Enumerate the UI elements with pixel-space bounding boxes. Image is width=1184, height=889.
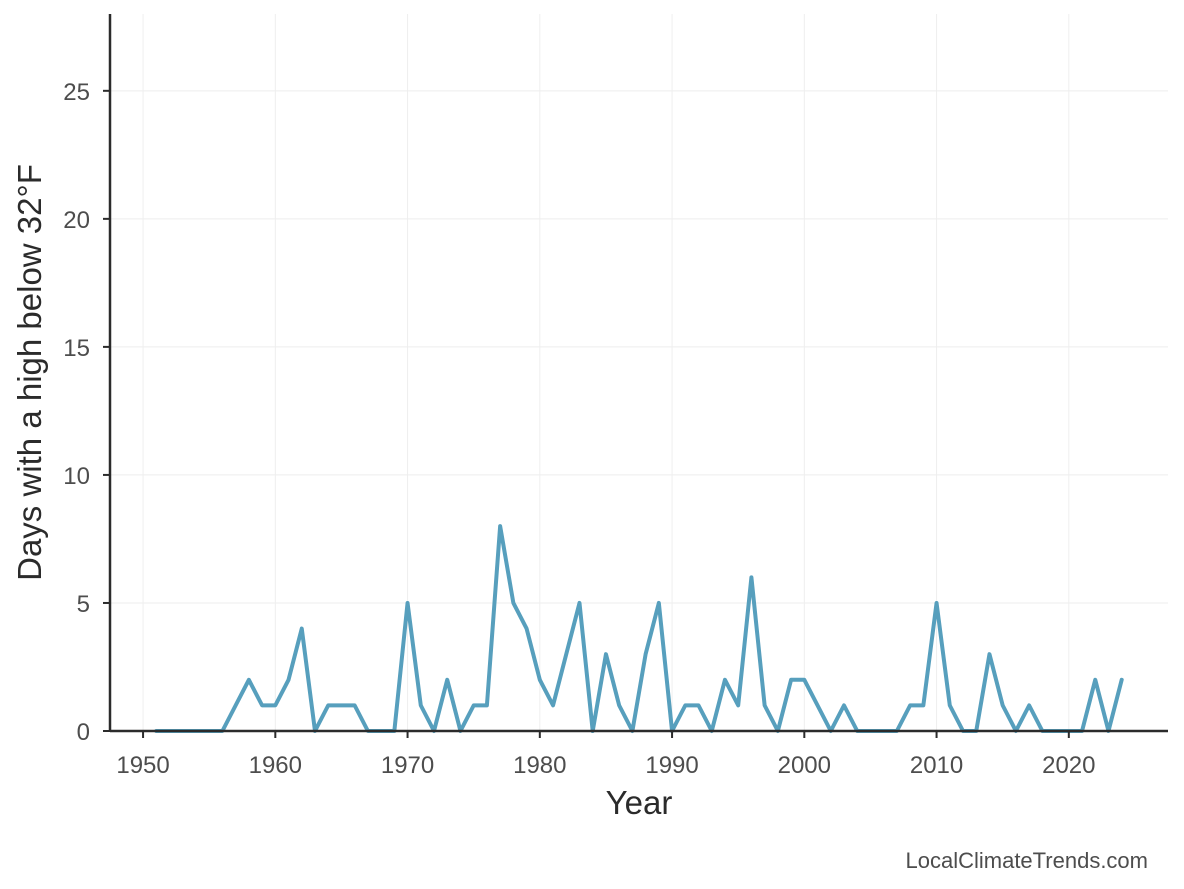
y-tick-label: 25 [63, 79, 90, 106]
source-credit: LocalClimateTrends.com [905, 848, 1149, 873]
data-point [353, 703, 357, 707]
data-point [551, 703, 555, 707]
data-point [234, 703, 238, 707]
data-point [763, 703, 767, 707]
grid-lines [110, 14, 1168, 732]
data-point [816, 703, 820, 707]
data-point [802, 678, 806, 682]
x-tick-label: 1950 [116, 752, 169, 779]
data-point [406, 601, 410, 605]
data-point [538, 678, 542, 682]
x-tick-label: 2010 [910, 752, 963, 779]
data-point [749, 575, 753, 579]
data-point [948, 703, 952, 707]
data-point [511, 601, 515, 605]
y-tick-label: 5 [77, 591, 90, 618]
data-point [1093, 678, 1097, 682]
x-tick-label: 2020 [1042, 752, 1095, 779]
data-point [419, 703, 423, 707]
x-ticks: 1950 1960 1970 1980 1990 2000 2010 2020 [116, 731, 1096, 779]
data-point [908, 703, 912, 707]
data-point [789, 678, 793, 682]
x-tick-label: 1990 [645, 752, 698, 779]
series-line [154, 524, 1124, 733]
data-point [921, 703, 925, 707]
data-point [287, 678, 291, 682]
data-point [935, 601, 939, 605]
data-point [842, 703, 846, 707]
data-point [260, 703, 264, 707]
data-point [577, 601, 581, 605]
y-axis-title: Days with a high below 32°F [11, 164, 48, 581]
data-point [485, 703, 489, 707]
x-axis-title: Year [606, 784, 673, 821]
data-point [617, 703, 621, 707]
y-tick-label: 15 [63, 335, 90, 362]
data-point [657, 601, 661, 605]
axes [108, 14, 1168, 733]
data-point [723, 678, 727, 682]
data-point [339, 703, 343, 707]
data-point [1027, 703, 1031, 707]
y-tick-label: 20 [63, 207, 90, 234]
data-point [987, 652, 991, 656]
data-point [273, 703, 277, 707]
data-point [736, 703, 740, 707]
data-point [564, 652, 568, 656]
data-point [445, 678, 449, 682]
data-point [1001, 703, 1005, 707]
series-group [154, 524, 1124, 733]
data-point [697, 703, 701, 707]
x-tick-label: 1980 [513, 752, 566, 779]
data-point [683, 703, 687, 707]
data-point [326, 703, 330, 707]
x-tick-label: 1970 [381, 752, 434, 779]
y-ticks: 0 5 10 15 20 25 [63, 79, 110, 746]
x-tick-label: 2000 [778, 752, 831, 779]
y-tick-label: 0 [77, 719, 90, 746]
data-point [644, 652, 648, 656]
data-point [472, 703, 476, 707]
data-point [525, 627, 529, 631]
x-tick-label: 1960 [249, 752, 302, 779]
data-point [300, 627, 304, 631]
data-point [247, 678, 251, 682]
data-point [1120, 678, 1124, 682]
data-point [604, 652, 608, 656]
data-point [498, 524, 502, 528]
y-tick-label: 10 [63, 463, 90, 490]
